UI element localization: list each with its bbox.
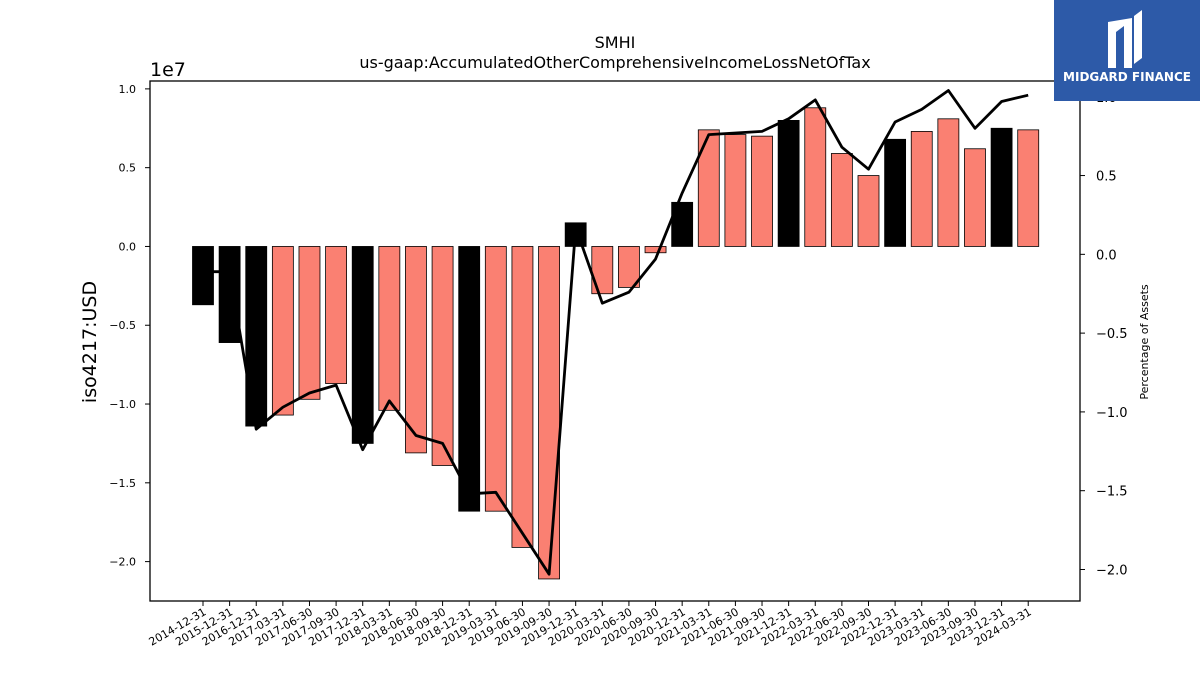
bar bbox=[777, 119, 800, 247]
bar bbox=[591, 246, 614, 295]
bar bbox=[724, 134, 747, 247]
y-tick-label: 1.0 bbox=[119, 83, 137, 96]
bar bbox=[884, 138, 907, 247]
logo-text: MIDGARD FINANCE bbox=[1063, 70, 1191, 84]
y-tick-label: 0.5 bbox=[119, 162, 137, 175]
bar bbox=[484, 246, 507, 512]
bar bbox=[192, 246, 214, 306]
bar bbox=[458, 246, 481, 512]
y2-tick-label: −1.5 bbox=[1096, 485, 1128, 500]
y2-tick-label: 0.0 bbox=[1096, 248, 1117, 263]
y-tick-label: 0.0 bbox=[119, 240, 137, 253]
y-offset-text: 1e7 bbox=[150, 59, 186, 81]
y-tick-label: −1.5 bbox=[109, 477, 136, 490]
y-tick-label: −0.5 bbox=[109, 319, 136, 332]
chart-title: SMHI bbox=[595, 33, 636, 52]
bar bbox=[751, 135, 773, 247]
series-line bbox=[203, 89, 1029, 576]
bar bbox=[937, 118, 960, 247]
bar bbox=[538, 246, 560, 580]
logo-mark-icon bbox=[1108, 10, 1142, 68]
bar bbox=[405, 246, 427, 454]
bar bbox=[910, 131, 933, 247]
bar bbox=[671, 201, 694, 247]
bar bbox=[697, 129, 720, 247]
bar bbox=[271, 246, 294, 416]
y-tick-label: −1.0 bbox=[109, 398, 136, 411]
y-tick-label: −2.0 bbox=[109, 556, 136, 569]
bar bbox=[378, 246, 401, 411]
bar bbox=[218, 246, 241, 343]
bar bbox=[511, 246, 534, 548]
bar bbox=[830, 153, 853, 247]
y2-tick-label: −2.0 bbox=[1096, 563, 1128, 578]
bar bbox=[431, 246, 454, 466]
bar bbox=[245, 246, 268, 427]
bar bbox=[990, 127, 1013, 247]
y-axis-label: iso4217:USD bbox=[79, 281, 101, 403]
bar bbox=[857, 175, 880, 247]
bar bbox=[964, 148, 986, 247]
bar bbox=[1017, 129, 1040, 247]
bar bbox=[618, 246, 640, 288]
bar bbox=[325, 246, 348, 384]
chart-subtitle: us-gaap:AccumulatedOtherComprehensiveInc… bbox=[359, 53, 870, 72]
y2-tick-label: 0.5 bbox=[1096, 170, 1117, 185]
bar bbox=[804, 107, 827, 247]
y2-axis-label: Percentage of Assets bbox=[1138, 284, 1151, 400]
company-logo: MIDGARD FINANCE bbox=[1054, 0, 1200, 101]
y2-tick-label: −0.5 bbox=[1096, 327, 1128, 342]
plot-frame bbox=[149, 80, 1081, 602]
bar bbox=[298, 246, 321, 400]
bar bbox=[644, 246, 667, 254]
y2-tick-label: −1.0 bbox=[1096, 406, 1128, 421]
bar bbox=[351, 246, 374, 444]
